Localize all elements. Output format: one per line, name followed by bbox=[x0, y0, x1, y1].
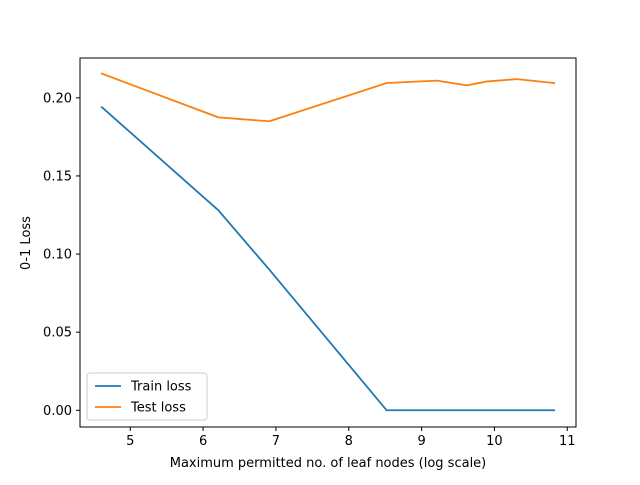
legend-box bbox=[86, 372, 208, 421]
legend-label-train-loss: Train loss bbox=[130, 380, 192, 395]
x-tick-label: 8 bbox=[345, 434, 353, 449]
x-axis-label: Maximum permitted no. of leaf nodes (log… bbox=[170, 456, 487, 471]
x-tick-label: 6 bbox=[199, 434, 207, 449]
series-line-train-loss bbox=[100, 105, 556, 412]
y-tick-label: 0.20 bbox=[43, 91, 72, 106]
x-tick-label: 7 bbox=[272, 434, 280, 449]
y-axis-label: 0-1 Loss bbox=[19, 216, 34, 270]
y-tick-label: 0.10 bbox=[43, 248, 72, 263]
axes-frame bbox=[79, 57, 577, 428]
x-tick-label: 10 bbox=[486, 434, 503, 449]
y-tick-label: 0.05 bbox=[43, 326, 72, 341]
y-tick-label: 0.00 bbox=[43, 404, 72, 419]
y-tick-label: 0.15 bbox=[43, 169, 72, 184]
series-line-test-loss bbox=[100, 72, 556, 123]
legend: Train loss Test loss bbox=[86, 372, 208, 421]
x-tick-label: 11 bbox=[559, 434, 576, 449]
legend-label-test-loss: Test loss bbox=[130, 401, 186, 416]
x-tick-label: 5 bbox=[126, 434, 134, 449]
x-tick-label: 9 bbox=[417, 434, 425, 449]
